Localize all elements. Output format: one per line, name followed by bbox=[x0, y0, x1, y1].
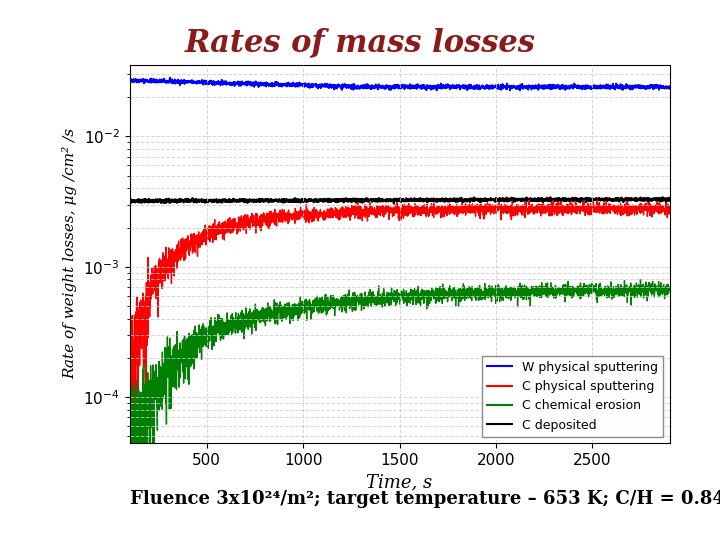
C deposited bbox=[125, 198, 134, 204]
Legend: W physical sputtering, C physical sputtering, C chemical erosion, C deposited: W physical sputtering, C physical sputte… bbox=[482, 356, 663, 436]
C physical sputtering bbox=[326, 206, 335, 213]
W physical sputtering bbox=[452, 84, 461, 90]
C chemical erosion bbox=[570, 284, 578, 291]
C physical sputtering bbox=[549, 197, 558, 203]
W physical sputtering bbox=[570, 80, 579, 86]
Text: Rates of mass losses: Rates of mass losses bbox=[184, 27, 536, 58]
W physical sputtering bbox=[125, 77, 134, 83]
C physical sputtering bbox=[452, 204, 461, 210]
C physical sputtering bbox=[551, 202, 559, 209]
Line: C chemical erosion: C chemical erosion bbox=[130, 280, 670, 540]
C deposited bbox=[369, 197, 377, 204]
Line: W physical sputtering: W physical sputtering bbox=[130, 77, 670, 91]
X-axis label: Time, s: Time, s bbox=[366, 473, 433, 491]
C physical sputtering bbox=[662, 200, 670, 207]
C deposited bbox=[665, 196, 674, 202]
C chemical erosion bbox=[369, 295, 377, 301]
C deposited bbox=[551, 196, 559, 202]
C deposited bbox=[546, 194, 554, 200]
C deposited bbox=[452, 197, 461, 203]
C chemical erosion bbox=[125, 442, 134, 449]
Line: C physical sputtering: C physical sputtering bbox=[130, 200, 670, 528]
C physical sputtering bbox=[570, 205, 579, 211]
W physical sputtering bbox=[516, 87, 524, 94]
Line: C deposited: C deposited bbox=[130, 197, 670, 204]
C deposited bbox=[326, 197, 335, 204]
Text: Fluence 3x10²⁴/m²; target temperature – 653 K; C/H = 0.84%: Fluence 3x10²⁴/m²; target temperature – … bbox=[130, 490, 720, 508]
W physical sputtering bbox=[369, 85, 377, 91]
C deposited bbox=[662, 195, 670, 202]
C chemical erosion bbox=[665, 287, 674, 293]
W physical sputtering bbox=[551, 82, 559, 89]
C physical sputtering bbox=[369, 207, 377, 213]
C chemical erosion bbox=[551, 290, 559, 296]
W physical sputtering bbox=[662, 85, 670, 92]
W physical sputtering bbox=[665, 83, 674, 90]
C deposited bbox=[390, 200, 398, 207]
W physical sputtering bbox=[166, 74, 174, 80]
C chemical erosion bbox=[452, 290, 461, 296]
C physical sputtering bbox=[125, 361, 134, 368]
C chemical erosion bbox=[662, 286, 670, 293]
C chemical erosion bbox=[326, 303, 335, 310]
C physical sputtering bbox=[126, 524, 135, 531]
Y-axis label: Rate of weight losses, μg /cm² /s: Rate of weight losses, μg /cm² /s bbox=[63, 128, 78, 380]
C physical sputtering bbox=[665, 204, 674, 211]
C deposited bbox=[570, 197, 579, 204]
C chemical erosion bbox=[636, 276, 645, 283]
W physical sputtering bbox=[326, 82, 335, 88]
